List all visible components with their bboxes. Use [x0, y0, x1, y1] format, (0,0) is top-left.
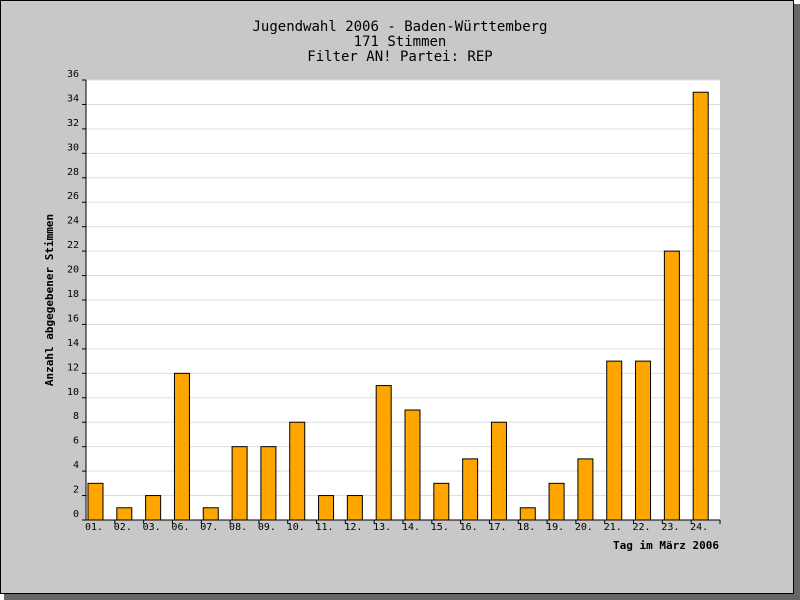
x-tick-label: 16.	[460, 522, 478, 533]
bar	[173, 372, 190, 521]
bar	[346, 495, 363, 521]
bar	[202, 507, 219, 521]
x-tick-label: 02.	[114, 522, 132, 533]
y-tick-label: 28	[67, 167, 79, 178]
bar	[116, 507, 133, 521]
y-tick-label: 10	[67, 387, 79, 398]
x-tick-label: 07.	[200, 522, 218, 533]
y-tick-label: 2	[73, 485, 79, 496]
y-tick-label: 14	[67, 338, 79, 349]
chart-subtitle: 171 Stimmen	[354, 34, 447, 50]
x-tick-label: 17.	[488, 522, 506, 533]
chart-subtitle: Filter AN! Partei: REP	[307, 49, 492, 65]
x-tick-label: 23.	[661, 522, 679, 533]
bar	[145, 495, 162, 521]
x-tick-label: 08.	[229, 522, 247, 533]
y-tick-label: 6	[73, 436, 79, 447]
bar	[231, 446, 248, 521]
x-tick-label: 09.	[258, 522, 276, 533]
bar	[375, 385, 392, 521]
bar	[635, 360, 652, 521]
x-tick-label: 01.	[85, 522, 103, 533]
y-tick-label: 16	[67, 313, 79, 324]
bar	[289, 421, 306, 521]
x-tick-label: 19.	[546, 522, 564, 533]
y-tick-label: 24	[67, 216, 79, 227]
x-tick-label: 22.	[633, 522, 651, 533]
x-tick-label: 14.	[402, 522, 420, 533]
y-tick-label: 36	[67, 69, 79, 80]
y-tick-label: 4	[73, 460, 79, 471]
y-tick-label: 34	[67, 93, 79, 104]
y-tick-label: 20	[67, 265, 79, 276]
x-tick-label: 06.	[171, 522, 189, 533]
y-tick-label: 22	[67, 240, 79, 251]
bar	[260, 446, 277, 521]
x-tick-label: 03.	[143, 522, 161, 533]
x-tick-label: 24.	[690, 522, 708, 533]
x-tick-label: 11.	[316, 522, 334, 533]
bar	[606, 360, 623, 521]
x-tick-label: 13.	[373, 522, 391, 533]
chart-title: Jugendwahl 2006 - Baden-Württemberg	[252, 19, 547, 35]
x-axis-label: Tag im März 2006	[613, 539, 719, 552]
bar	[519, 507, 536, 521]
y-axis-label: Anzahl abgegebener Stimmen	[43, 214, 56, 386]
x-tick-label: 21.	[604, 522, 622, 533]
y-tick-label: 8	[73, 411, 79, 422]
bar	[663, 250, 680, 521]
bar	[87, 482, 104, 521]
bar	[548, 482, 565, 521]
x-tick-label: 18.	[517, 522, 535, 533]
y-tick-label: 0	[73, 509, 79, 520]
x-tick-label: 15.	[431, 522, 449, 533]
y-tick-label: 30	[67, 142, 79, 153]
bar	[433, 482, 450, 521]
bar	[318, 495, 335, 521]
x-tick-label: 20.	[575, 522, 593, 533]
bar	[692, 91, 709, 521]
y-tick-label: 12	[67, 362, 79, 373]
bar	[490, 421, 507, 521]
bar	[462, 458, 479, 521]
y-tick-label: 18	[67, 289, 79, 300]
bar	[404, 409, 421, 521]
x-tick-label: 10.	[287, 522, 305, 533]
y-tick-label: 32	[67, 118, 79, 129]
bar	[577, 458, 594, 521]
x-tick-label: 12.	[344, 522, 362, 533]
y-tick-label: 26	[67, 191, 79, 202]
